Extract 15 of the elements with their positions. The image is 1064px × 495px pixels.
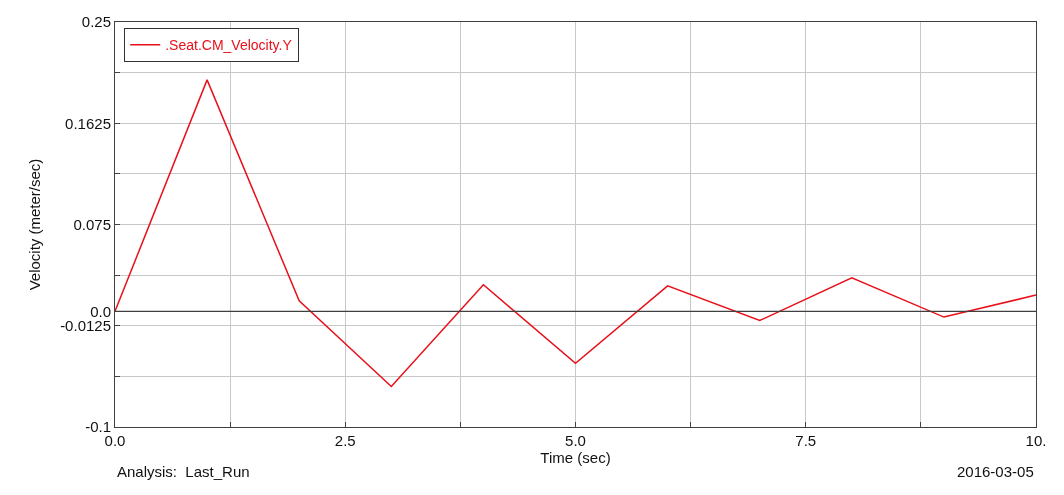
x-tick-label: 7.5 <box>795 432 817 449</box>
y-axis-title: Velocity (meter/sec) <box>26 158 44 291</box>
x-tick-label: 5.0 <box>565 432 586 449</box>
x-tick-label: 2.5 <box>334 432 356 449</box>
line-series <box>115 79 1036 388</box>
x-tick-label: 10. <box>1025 432 1047 449</box>
y-tick-label: 0.25 <box>81 13 111 31</box>
text: Analysis: Last_Run <box>117 463 250 480</box>
text: 2016-03-05 <box>957 463 1034 480</box>
x-axis-title: Time (sec) <box>540 449 611 466</box>
y-tick-label: 0.075 <box>73 215 111 233</box>
legend-label: .Seat.CM_Velocity.Y <box>165 37 293 54</box>
y-tick-label: 0.0 <box>90 302 111 320</box>
y-tick-label: 0.1625 <box>65 114 111 132</box>
y-tick-label: -0.0125 <box>60 317 111 334</box>
